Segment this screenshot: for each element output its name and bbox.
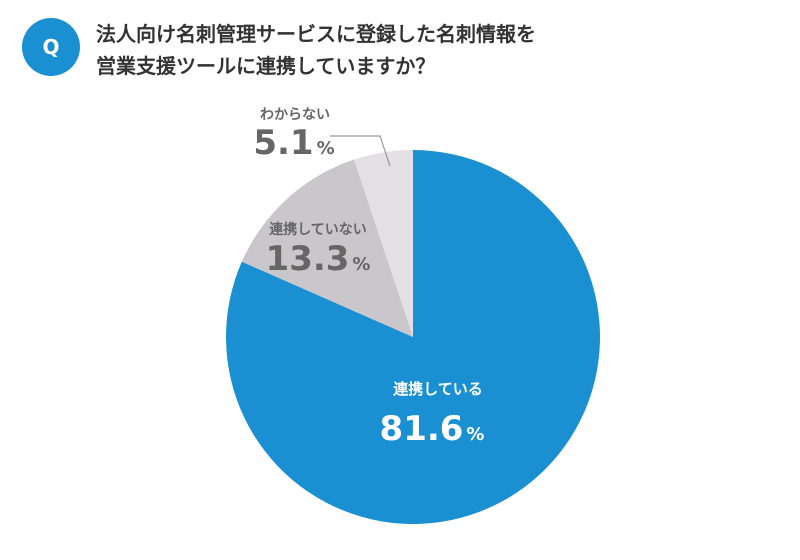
leader-line-wakaranai xyxy=(330,135,391,167)
slice-label-renkei-shiteiru: 連携している xyxy=(393,380,483,398)
pie-slice-renkei-shiteinai xyxy=(241,159,413,337)
question-line-2: 営業支援ツールに連携していますか？ xyxy=(96,54,436,78)
pie-slice-wakaranai xyxy=(354,150,413,337)
slice-label-renkei-shiteinai: 連携していない xyxy=(269,221,367,238)
slice-value-renkei-shiteiru: 81.6% xyxy=(380,409,485,449)
slice-value-renkei-shiteinai: 13.3% xyxy=(266,239,371,279)
slice-value-wakaranai: 5.1% xyxy=(253,123,334,163)
question-line-1: 法人向け名刺管理サービスに登録した名刺情報を xyxy=(96,22,536,46)
slice-label-wakaranai: わからない xyxy=(260,107,330,123)
question-badge: Q xyxy=(22,18,80,76)
question-title: 法人向け名刺管理サービスに登録した名刺情報を 営業支援ツールに連携していますか？ xyxy=(96,18,776,82)
pie-slice-renkei-shiteiru xyxy=(226,149,601,524)
